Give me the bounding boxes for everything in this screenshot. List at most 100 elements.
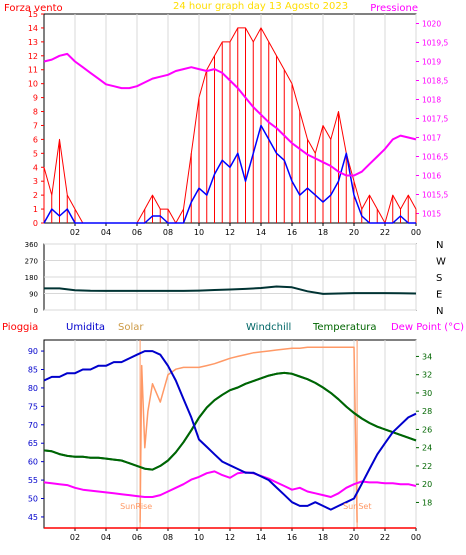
humidity-tick-label: 80: [28, 384, 38, 393]
temperature-tick-label: 24: [422, 444, 432, 453]
wind-tick-label: 7: [33, 121, 38, 130]
x-tick-label: 12: [225, 228, 235, 237]
wind-tick-label: 0: [33, 219, 38, 228]
wind-tick-label: 2: [33, 191, 38, 200]
compass-label: N: [436, 240, 443, 251]
x-tick-label: 10: [194, 228, 204, 237]
humidity-axis: 45 50 55 60 65 70 75 80 85 90: [28, 347, 44, 522]
sunrise-label: SunRise: [120, 502, 152, 511]
direction-tick-label: 90: [29, 291, 38, 299]
x-tick-label: 18: [318, 533, 328, 542]
x-tick-label: 00: [411, 228, 421, 237]
pressure-axis: 1015 1015,5 1016 1016,5 1017 1017,5 1018 1018,5…: [416, 20, 448, 219]
x-tick-label: 22: [380, 533, 390, 542]
humidity-tick-label: 45: [28, 513, 38, 522]
temperature-legend: Temperatura: [312, 322, 377, 333]
chart-title: 24 hour graph day 13 Agosto 2023: [173, 1, 348, 12]
x-tick-label: 20: [349, 533, 359, 542]
x-tick-label: 10: [194, 533, 204, 542]
x-tick-label: 02: [70, 533, 80, 542]
compass-label: N: [436, 306, 443, 317]
solar-line: [139, 346, 358, 523]
pressure-tick-label: 1018,5: [422, 77, 448, 86]
plot3-grid: [74, 340, 417, 528]
temperature-tick-label: 20: [422, 480, 432, 489]
humidity-tick-label: 60: [28, 458, 38, 467]
temperature-tick-label: 28: [422, 407, 432, 416]
x-tick-label: 00: [411, 533, 421, 542]
direction-axis: 0 90 180 270 360: [25, 241, 38, 315]
humidity-tick-label: 70: [28, 421, 38, 430]
direction-tick-label: 180: [25, 274, 38, 282]
humidity-line: [43, 350, 417, 511]
humidity-tick-label: 75: [28, 402, 38, 411]
plot2-grid: [44, 243, 417, 311]
temperature-tick-label: 32: [422, 371, 432, 380]
direction-tick-label: 0: [34, 307, 38, 315]
x-tick-label: 16: [287, 533, 297, 542]
windchill-legend: Windchill: [246, 322, 291, 333]
pressure-tick-label: 1020: [422, 20, 441, 29]
temperature-tick-label: 30: [422, 389, 432, 398]
wind-tick-label: 13: [28, 38, 38, 47]
pressure-tick-label: 1017,5: [422, 115, 448, 124]
temperature-tick-label: 22: [422, 462, 432, 471]
plot2-series: [44, 285, 417, 295]
direction-tick-label: 360: [25, 241, 38, 249]
pressure-tick-label: 1016,5: [422, 153, 448, 162]
wind-tick-label: 9: [33, 94, 38, 103]
wind-tick-label: 12: [28, 52, 38, 61]
pressure-tick-label: 1016: [422, 172, 441, 181]
rain-legend: Pioggia: [2, 322, 38, 333]
dewpoint-line: [43, 470, 417, 498]
dewpoint-legend: Dew Point (°C): [391, 322, 464, 333]
x-tick-label: 22: [380, 228, 390, 237]
wind-tick-label: 5: [33, 149, 38, 158]
temperature-tick-label: 18: [422, 498, 432, 507]
compass-label: E: [436, 290, 442, 301]
humidity-tick-label: 50: [28, 495, 38, 504]
pressure-tick-label: 1019,5: [422, 39, 448, 48]
x-tick-label: 16: [287, 228, 297, 237]
x-tick-label: 18: [318, 228, 328, 237]
x-tick-label: 20: [349, 228, 359, 237]
wind-tick-label: 3: [33, 177, 38, 186]
x-tick-label: 06: [132, 533, 142, 542]
wind-axis-title: Forza vento: [4, 3, 63, 14]
solar-legend: Solar: [118, 322, 144, 333]
temperature-tick-label: 34: [422, 352, 432, 361]
pressure-line: [43, 52, 417, 177]
compass-label: S: [436, 273, 442, 284]
wind-tick-label: 1: [33, 205, 38, 214]
wind-tick-label: 15: [28, 10, 38, 19]
direction-tick-label: 270: [25, 258, 38, 266]
humidity-tick-label: 85: [28, 365, 38, 374]
x-tick-label: 08: [163, 533, 173, 542]
compass-label: W: [436, 257, 446, 268]
pressure-tick-label: 1017: [422, 134, 441, 143]
x-tick-label: 08: [163, 228, 173, 237]
direction-line: [44, 285, 417, 295]
plot1-x-axis: 02 04 06 08 10 12 14 16 18 20 22 00: [70, 223, 421, 237]
pressure-tick-label: 1018: [422, 96, 441, 105]
wind-tick-label: 14: [28, 24, 38, 33]
x-tick-label: 04: [101, 228, 111, 237]
x-tick-label: 02: [70, 228, 80, 237]
temperature-tick-label: 26: [422, 425, 432, 434]
wind-tick-label: 6: [33, 135, 38, 144]
humidity-tick-label: 90: [28, 347, 38, 356]
plot1-series: [43, 27, 417, 224]
x-tick-label: 12: [225, 533, 235, 542]
pressure-tick-label: 1019: [422, 58, 441, 67]
sunset-label: SunSet: [343, 502, 371, 511]
pressure-tick-label: 1015: [422, 210, 441, 219]
wind-tick-label: 8: [33, 108, 38, 117]
pressure-axis-title: Pressione: [370, 3, 418, 14]
temperature-line: [43, 371, 417, 471]
x-tick-label: 14: [256, 533, 266, 542]
plot3-series: [43, 340, 417, 528]
humidity-legend: Umidita: [66, 322, 105, 333]
temperature-axis: 18 20 22 24 26 28 30 32 34: [416, 352, 432, 507]
wind-tick-label: 4: [33, 163, 38, 172]
